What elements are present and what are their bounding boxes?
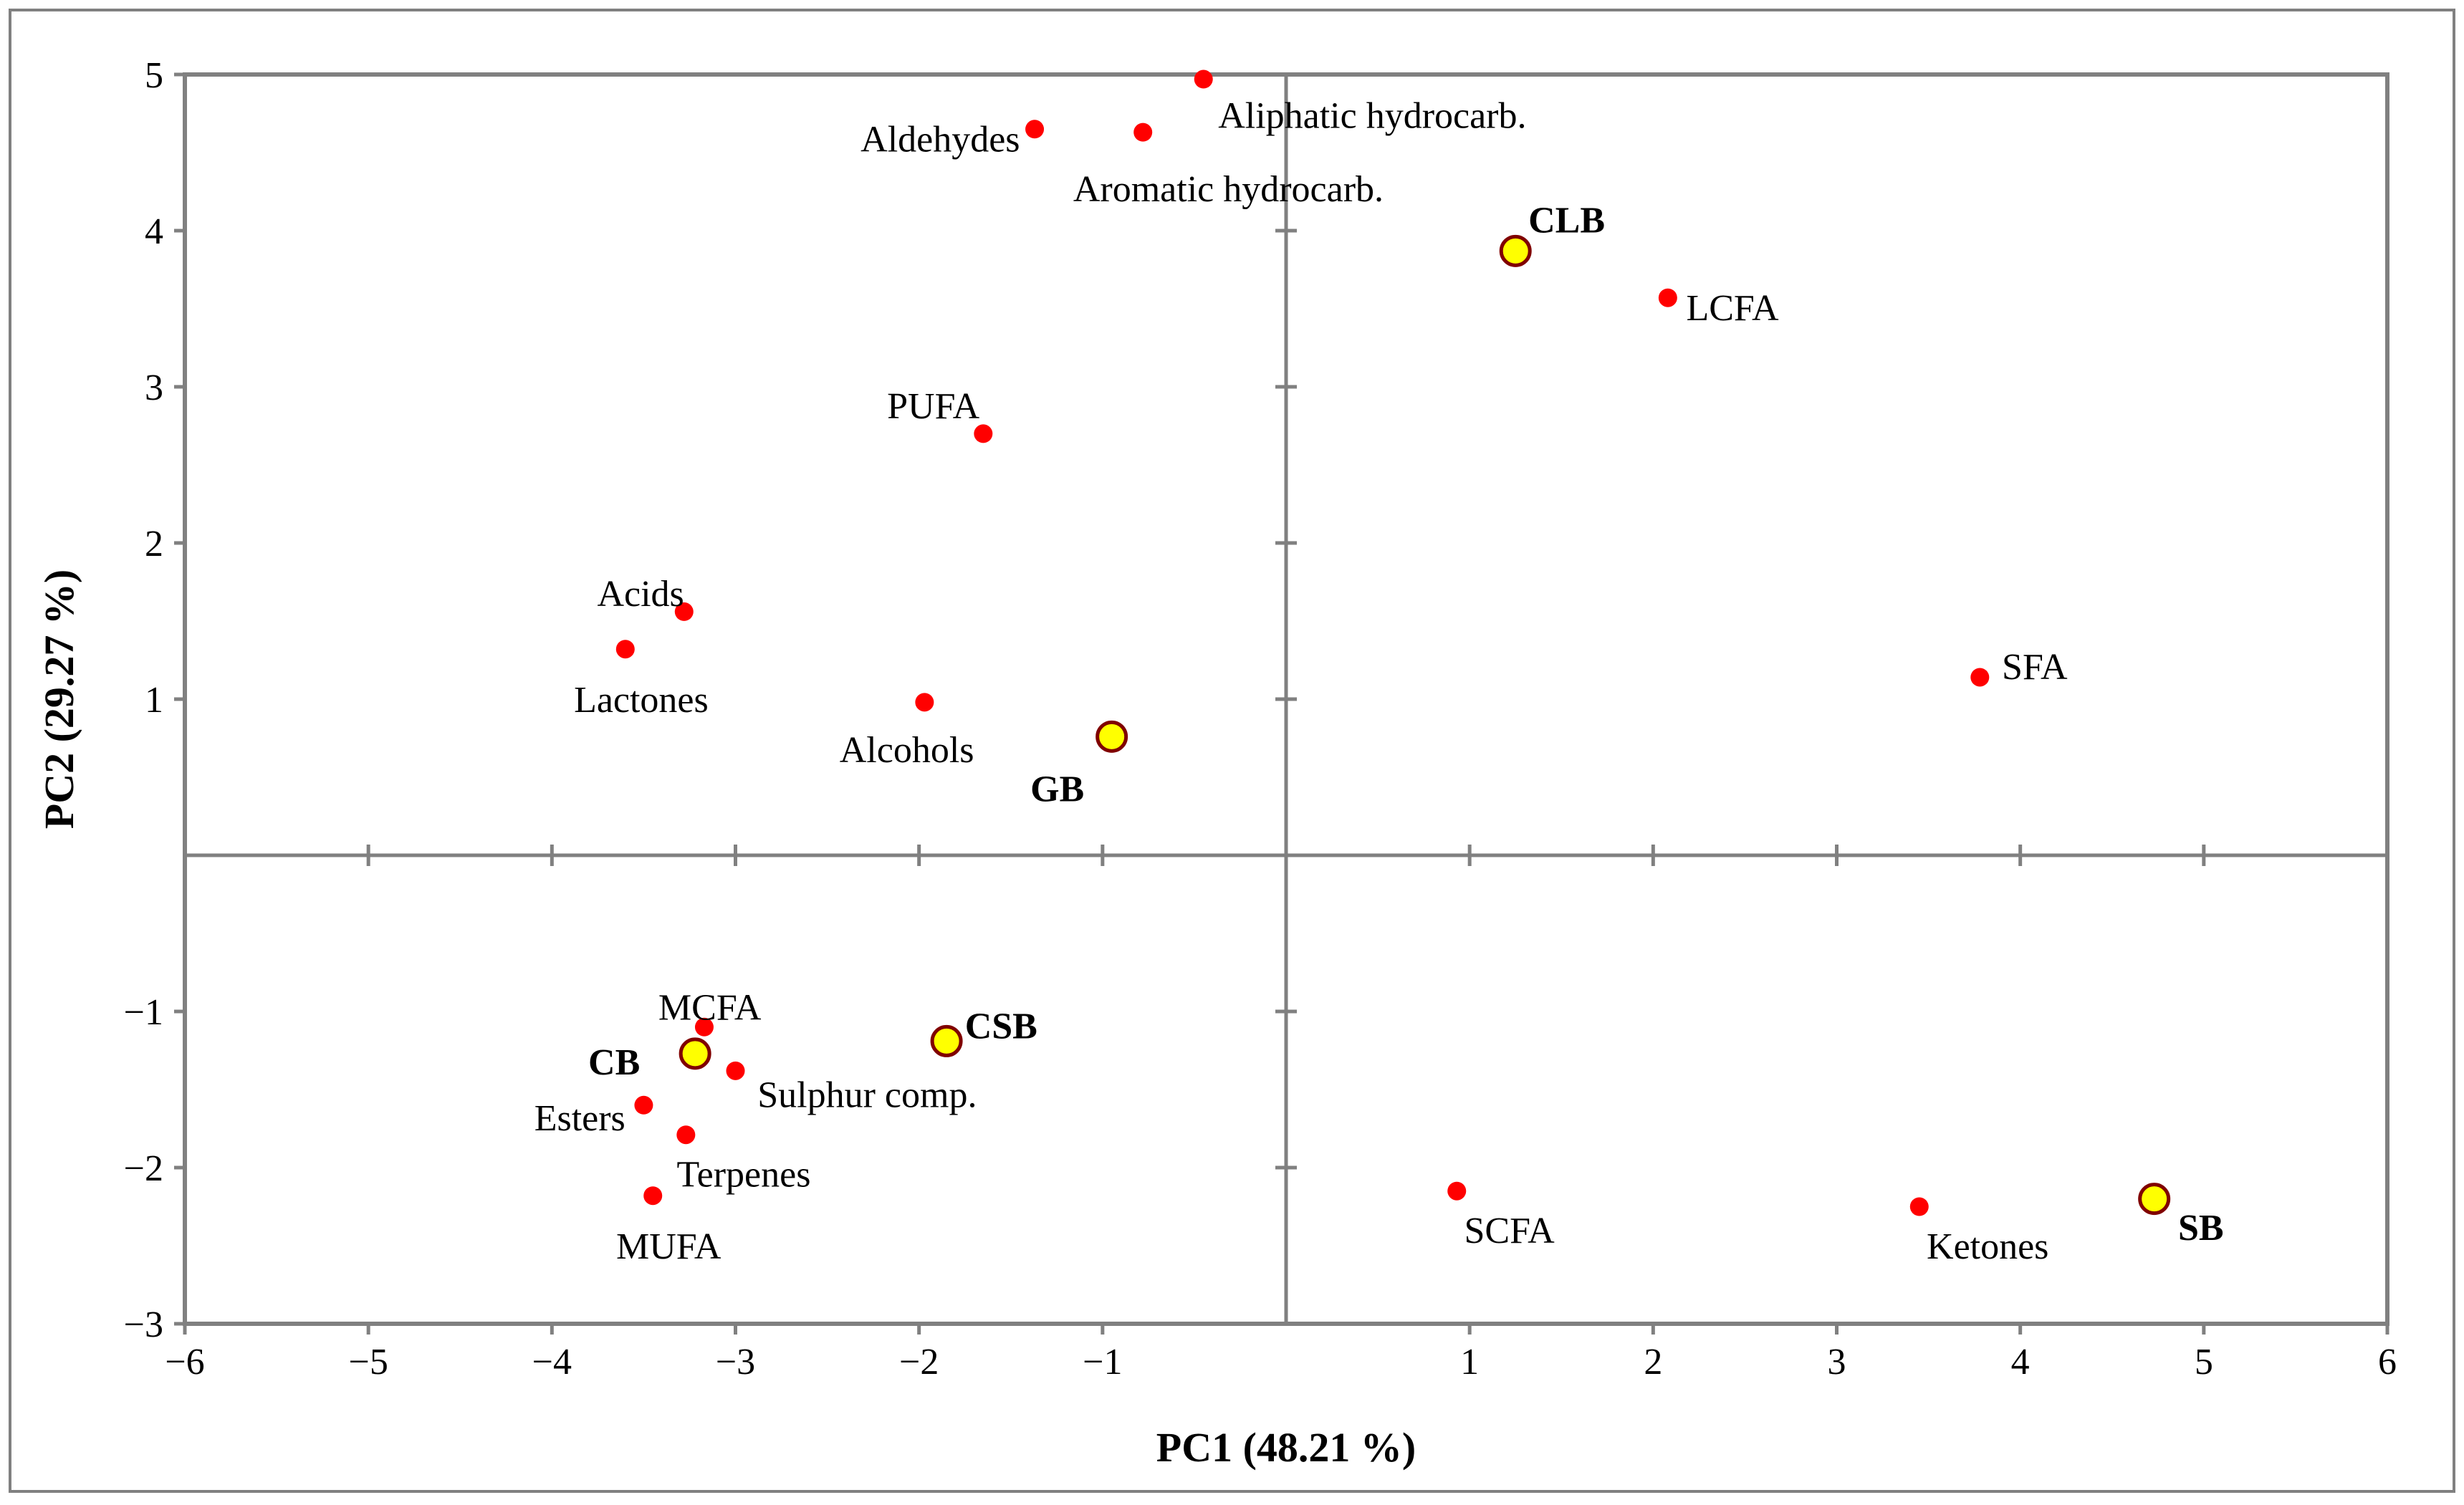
point-labels-layer: Aliphatic hydrocarb. Aldehydes Aromatic hy… bbox=[534, 96, 2224, 1267]
variable-point-aromatic-hydrocarb bbox=[1133, 122, 1153, 142]
variable-point-lcfa bbox=[1658, 288, 1677, 307]
variable-point-scfa bbox=[1447, 1181, 1467, 1201]
variable-label-lcfa: LCFA bbox=[1686, 288, 1779, 329]
axes-layer bbox=[174, 72, 2389, 1335]
variable-label-pufa: PUFA bbox=[887, 386, 980, 427]
y-tick-label: 2 bbox=[145, 524, 163, 564]
variable-point-esters bbox=[634, 1095, 653, 1115]
variable-point-pufa bbox=[974, 424, 993, 443]
sample-label-clb: CLB bbox=[1528, 201, 1605, 241]
variable-label-lactones: Lactones bbox=[574, 680, 709, 721]
variable-point-sfa bbox=[1970, 668, 1990, 687]
variable-label-mufa: MUFA bbox=[616, 1226, 722, 1267]
x-tick-label: 4 bbox=[2011, 1342, 2030, 1383]
x-tick-label: 3 bbox=[1828, 1342, 1846, 1383]
x-tick-label: 1 bbox=[1460, 1342, 1479, 1383]
points-layer bbox=[615, 69, 2171, 1216]
x-tick-label: −4 bbox=[532, 1342, 572, 1383]
sample-label-csb: CSB bbox=[965, 1006, 1037, 1047]
y-tick-label: −2 bbox=[124, 1148, 163, 1189]
sample-point-csb bbox=[930, 1024, 963, 1057]
variable-label-sfa: SFA bbox=[2002, 647, 2068, 688]
x-tick-label: −6 bbox=[165, 1342, 204, 1383]
x-tick-label: 5 bbox=[2195, 1342, 2213, 1383]
variable-label-aldehydes: Aldehydes bbox=[861, 119, 1020, 160]
variable-point-terpenes bbox=[676, 1125, 696, 1145]
variable-point-sulphur-comp bbox=[726, 1061, 745, 1080]
sample-point-cb bbox=[679, 1037, 711, 1070]
x-tick-label: −5 bbox=[349, 1342, 388, 1383]
variable-point-mufa bbox=[643, 1186, 663, 1206]
variable-label-mcfa: MCFA bbox=[658, 987, 762, 1028]
y-tick-label: −1 bbox=[124, 992, 163, 1033]
y-tick-label: 3 bbox=[145, 367, 163, 408]
x-tick-label: −1 bbox=[1083, 1342, 1122, 1383]
sample-label-gb: GB bbox=[1030, 769, 1084, 809]
variable-label-aromatic-hydrocarb: Aromatic hydrocarb. bbox=[1073, 169, 1384, 210]
sample-label-cb: CB bbox=[588, 1042, 640, 1083]
y-axis-title: PC2 (29.27 %) bbox=[36, 569, 82, 829]
variable-label-terpenes: Terpenes bbox=[677, 1155, 811, 1196]
sample-point-clb bbox=[1499, 234, 1532, 267]
y-tick-label: −3 bbox=[124, 1304, 163, 1345]
sample-label-sb: SB bbox=[2178, 1208, 2224, 1249]
x-tick-label: 6 bbox=[2378, 1342, 2397, 1383]
y-tick-label: 4 bbox=[145, 211, 163, 252]
variable-label-aliphatic-hydrocarb: Aliphatic hydrocarb. bbox=[1218, 96, 1526, 137]
variable-point-acids bbox=[674, 602, 694, 621]
variable-label-scfa: SCFA bbox=[1464, 1211, 1555, 1251]
tick-labels-layer: −6 −5 −4 −3 −2 −1 1 2 3 4 5 6 5 4 3 2 1 −1 −2 −3 bbox=[124, 55, 2397, 1383]
x-tick-label: −3 bbox=[716, 1342, 755, 1383]
variable-point-alcohols bbox=[915, 693, 934, 712]
variable-point-ketones bbox=[1909, 1197, 1929, 1216]
variable-point-aliphatic-hydrocarb bbox=[1194, 69, 1213, 89]
x-tick-label: 2 bbox=[1644, 1342, 1662, 1383]
x-tick-label: −2 bbox=[899, 1342, 939, 1383]
variable-label-sulphur-comp: Sulphur comp. bbox=[757, 1075, 977, 1116]
variable-label-alcohols: Alcohols bbox=[840, 730, 974, 771]
figure-border bbox=[9, 9, 2455, 1493]
variable-label-ketones: Ketones bbox=[1927, 1226, 2048, 1267]
sample-point-gb bbox=[1096, 720, 1128, 753]
variable-point-mcfa bbox=[694, 1017, 714, 1037]
variable-label-esters: Esters bbox=[534, 1098, 625, 1139]
variable-point-lactones bbox=[615, 640, 635, 659]
y-tick-label: 1 bbox=[145, 680, 163, 721]
variable-label-acids: Acids bbox=[597, 574, 684, 615]
x-axis-title: PC1 (48.21 %) bbox=[1156, 1424, 1416, 1471]
variable-point-aldehydes bbox=[1025, 120, 1045, 139]
sample-point-sb bbox=[2138, 1183, 2171, 1216]
y-tick-label: 5 bbox=[145, 55, 163, 96]
